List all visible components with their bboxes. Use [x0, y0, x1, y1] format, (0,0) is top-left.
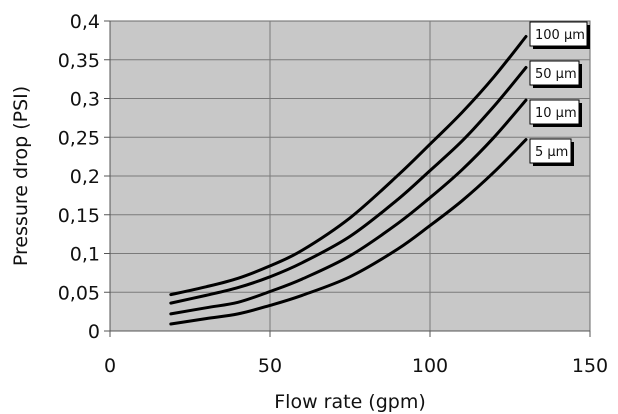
y-tick-label: 0,2 — [70, 166, 100, 188]
y-tick-label: 0,15 — [58, 205, 100, 227]
series-line — [169, 138, 528, 326]
series-line — [169, 66, 528, 305]
legend-label: 10 µm — [535, 106, 577, 121]
y-tick-label: 0,3 — [70, 89, 100, 111]
legend-box — [529, 99, 580, 125]
x-tick-label: 150 — [572, 355, 608, 377]
x-tick-label: 50 — [258, 355, 282, 377]
legend-box — [529, 138, 572, 164]
x-axis-title: Flow rate (gpm) — [274, 391, 426, 413]
legend-label: 50 µm — [535, 67, 577, 82]
series-line — [169, 35, 528, 297]
legend-box — [529, 60, 580, 86]
x-tick-label: 100 — [412, 355, 448, 377]
series-line — [169, 98, 528, 316]
y-axis-title: Pressure drop (PSI) — [10, 86, 32, 266]
legend-box — [529, 21, 588, 47]
legend-label: 5 µm — [535, 145, 568, 160]
y-tick-label: 0,1 — [70, 244, 100, 266]
y-tick-label: 0,25 — [58, 127, 100, 149]
y-tick-label: 0,4 — [70, 11, 100, 33]
x-tick-label: 0 — [104, 355, 116, 377]
axes: 0 0,05 0,1 0,15 0,2 0,25 0,3 0,35 0,4 0 50 100 150 — [58, 11, 608, 377]
y-tick-label: 0,05 — [58, 282, 100, 304]
legend: 100 µm 50 µm 10 µm 5 µm — [529, 21, 590, 166]
series-lines — [169, 35, 528, 326]
legend-label: 100 µm — [535, 28, 585, 43]
y-tick-label: 0,35 — [58, 50, 100, 72]
gridlines — [110, 21, 590, 331]
y-tick-label: 0 — [88, 321, 100, 343]
